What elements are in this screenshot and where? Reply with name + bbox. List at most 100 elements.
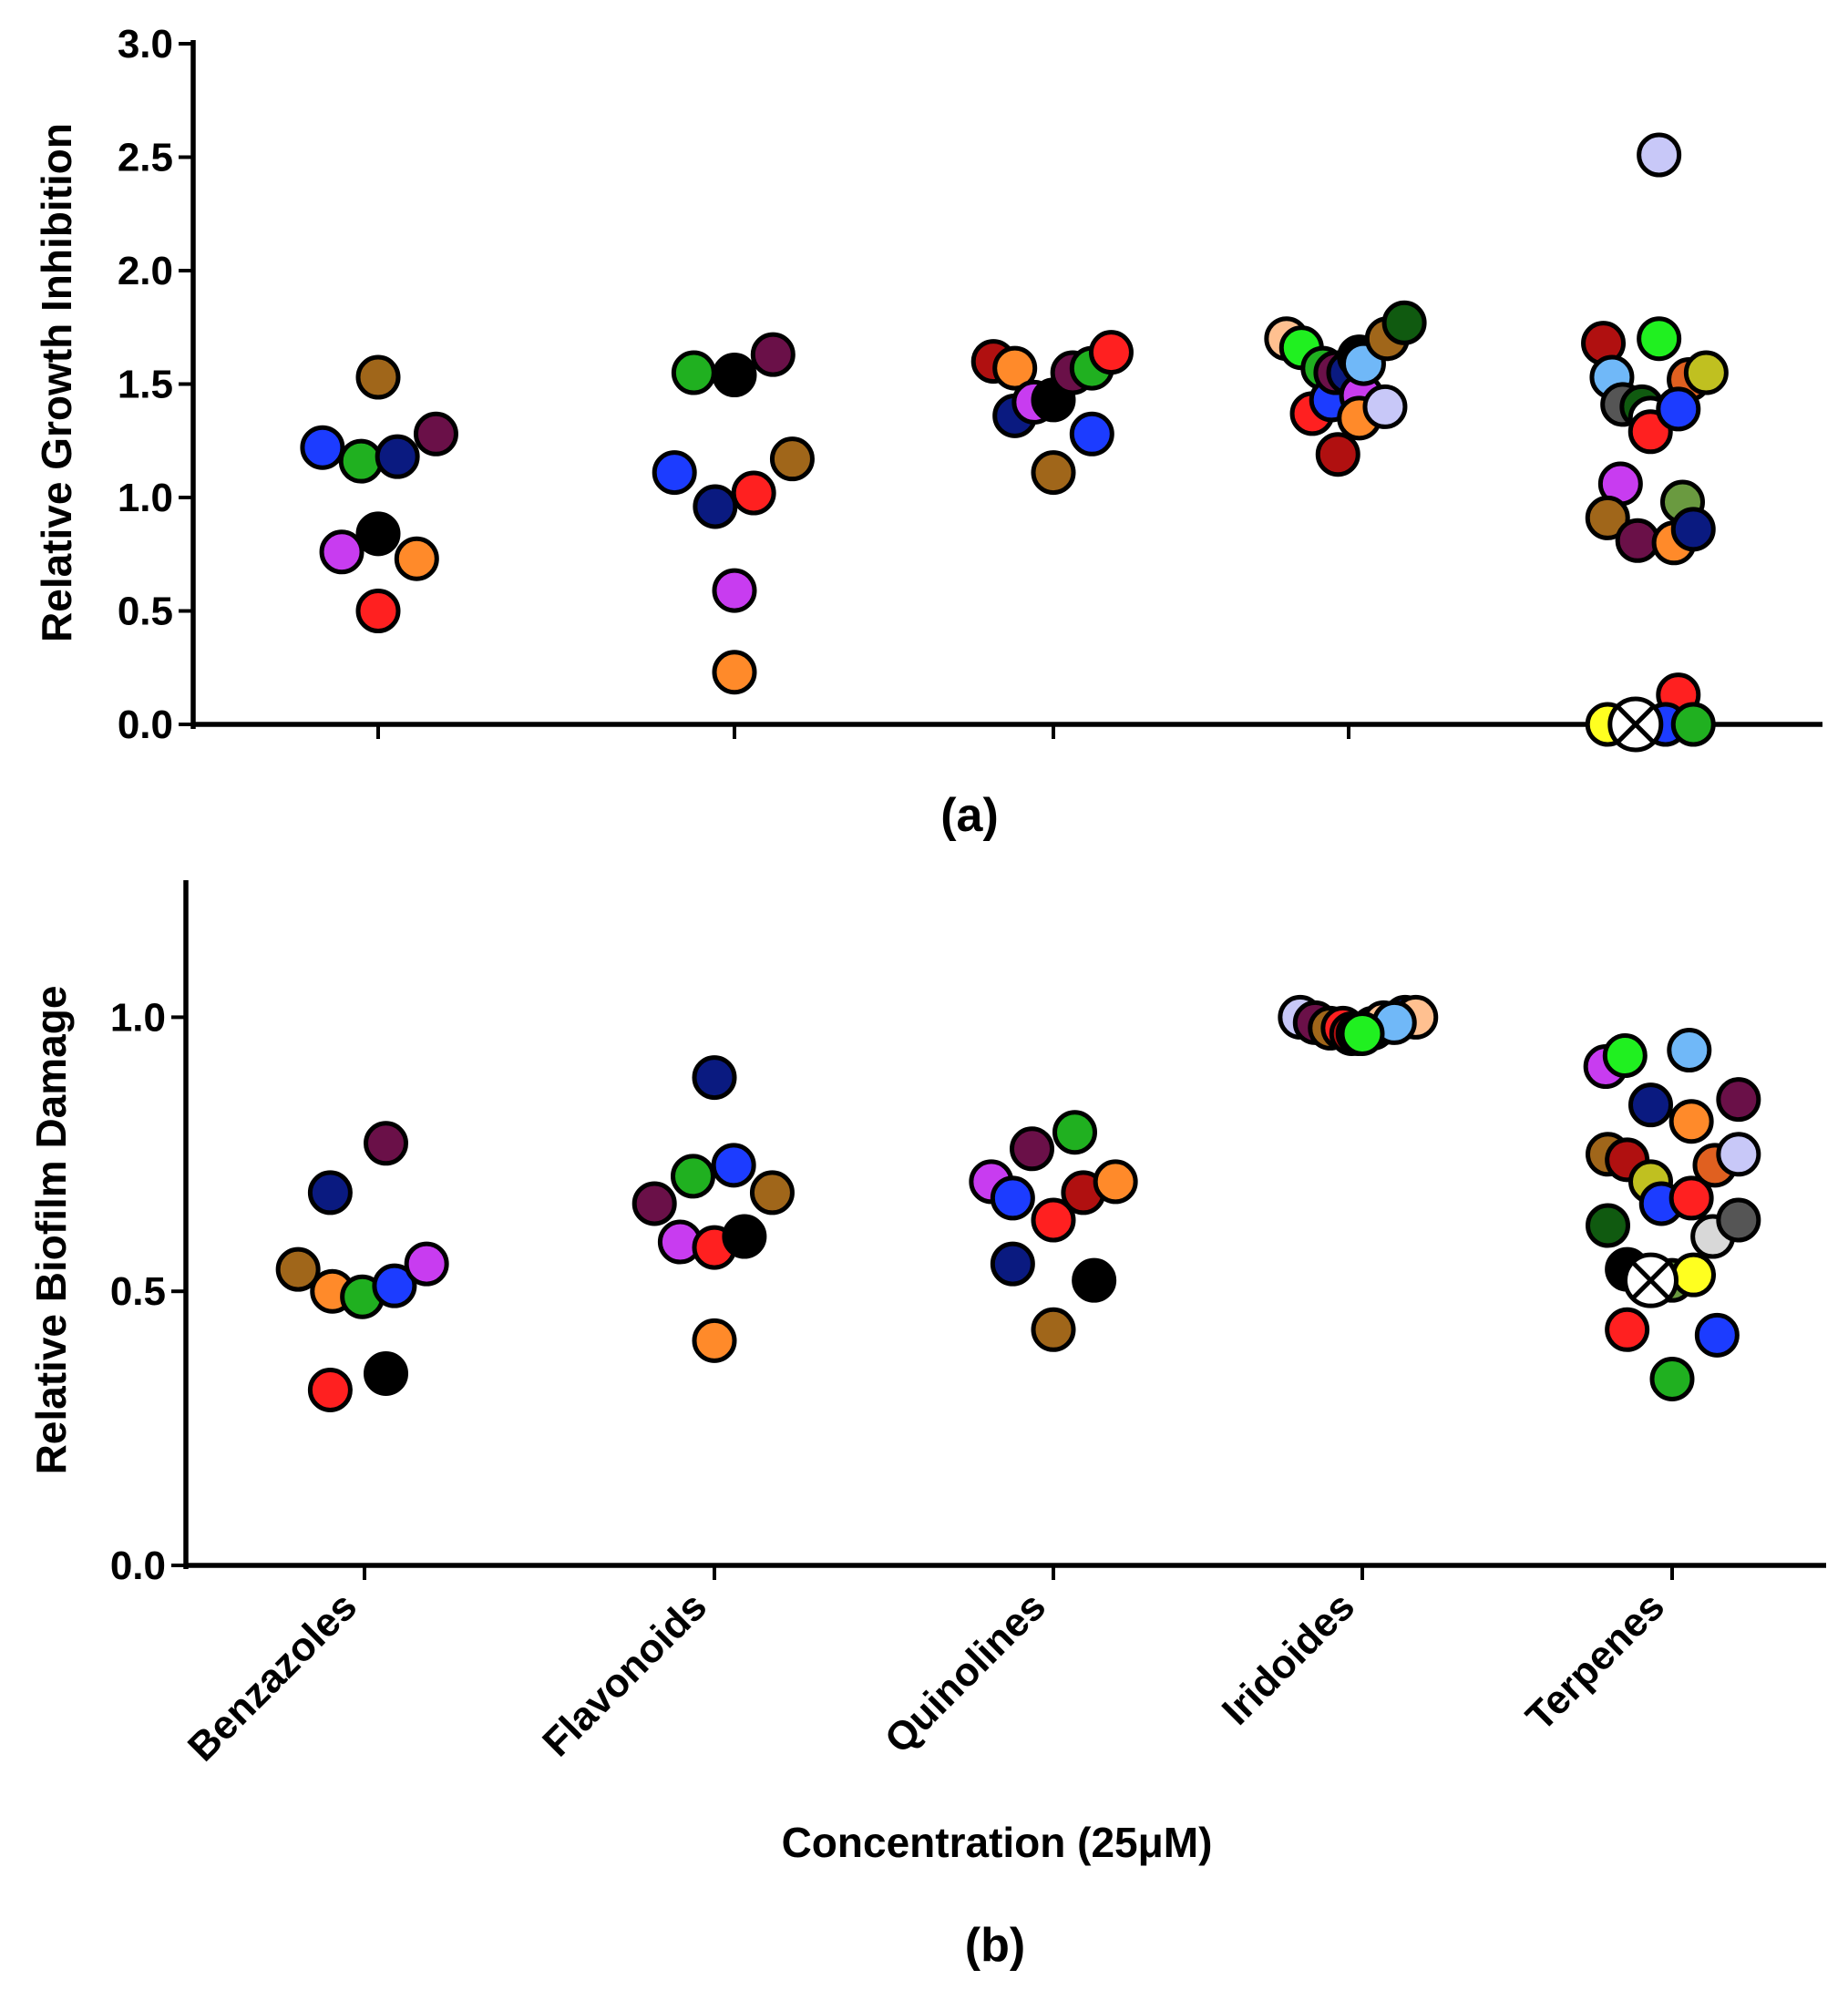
category-label-terpenes: Terpenes (1517, 1584, 1673, 1739)
data-point-benzazoles (375, 434, 420, 479)
data-point-terpenes (1637, 316, 1682, 362)
data-point-flavonoids (671, 350, 716, 395)
data-point-terpenes (1716, 1132, 1761, 1177)
data-point-terpenes (1585, 495, 1630, 540)
data-point-flavonoids (652, 450, 697, 496)
data-point-quinolines (1031, 1307, 1076, 1352)
data-point-benzazoles (394, 536, 439, 581)
data-point-flavonoids (769, 436, 815, 482)
data-point-benzazoles (319, 529, 364, 575)
panel-b-category-labels: Benzazoles Flavonoids Quinolines Iridoides T… (180, 1584, 1673, 1769)
data-point-benzazoles (355, 354, 401, 400)
data-point-flavonoids (711, 1143, 756, 1188)
data-point-benzazoles (355, 589, 401, 633)
data-point-flavonoids (731, 470, 776, 516)
data-point-iridoides (1362, 384, 1408, 429)
panel-a-label: (a) (940, 789, 999, 842)
data-point-benzazoles (364, 1350, 408, 1396)
data-point-quinolines (1031, 1197, 1076, 1243)
data-point-cross-mark (1616, 705, 1655, 744)
data-point-quinolines (1052, 1110, 1097, 1155)
panel-a-y-axis-title: Relative Growth Inhibition (33, 123, 80, 642)
y-tick-label: 1.0 (110, 995, 166, 1040)
category-label-quinolines: Quinolines (877, 1584, 1054, 1761)
data-point-terpenes (1649, 1356, 1695, 1401)
data-point-terpenes (1671, 1252, 1716, 1298)
data-point-benzazoles (338, 438, 384, 484)
category-label-benzazoles: Benzazoles (180, 1584, 365, 1769)
data-point-flavonoids (631, 1181, 677, 1226)
y-tick-label: 1.5 (118, 363, 173, 407)
data-point-terpenes (1670, 702, 1716, 747)
data-point-iridoides (1340, 1010, 1385, 1056)
data-point-terpenes (1716, 1197, 1761, 1243)
data-point-flavonoids (750, 332, 796, 377)
data-point-terpenes (1605, 1307, 1650, 1352)
panel-b-x-ticks (363, 1565, 1674, 1580)
data-point-cross-mark (1631, 1261, 1670, 1299)
data-point-quinolines (1069, 411, 1114, 456)
y-tick-label: 0.0 (110, 1544, 166, 1588)
panel-b-points (275, 994, 1761, 1412)
data-point-terpenes (1602, 1033, 1648, 1079)
data-point-flavonoids (692, 1055, 737, 1101)
data-point-benzazoles (404, 1241, 449, 1287)
panel-b-y-ticks: 0.0 0.5 1.0 (110, 995, 186, 1588)
panel-b-biofilm-damage: 0.0 0.5 1.0 Relative Biofilm Damage Benzaz… (27, 880, 1826, 1972)
data-point-benzazoles (275, 1246, 321, 1292)
data-point-benzazoles (307, 1367, 353, 1412)
data-point-terpenes (1586, 1203, 1630, 1248)
data-point-terpenes (1668, 1175, 1714, 1221)
data-point-terpenes (1667, 1027, 1712, 1072)
y-tick-label: 0.0 (118, 703, 173, 747)
data-point-flavonoids (693, 484, 738, 529)
data-point-terpenes (1716, 1077, 1761, 1123)
y-tick-label: 2.0 (118, 249, 173, 293)
data-point-quinolines (990, 1175, 1035, 1221)
data-point-flavonoids (712, 568, 757, 613)
y-tick-label: 0.5 (110, 1269, 166, 1314)
category-label-flavonoids: Flavonoids (534, 1584, 715, 1765)
panel-b-x-axis-title: Concentration (25μM) (782, 1819, 1213, 1866)
panel-a-growth-inhibition: 0.0 0.5 1.0 1.5 2.0 2.5 3.0 Relative Growth In… (33, 22, 1822, 842)
panel-b-y-axis-title: Relative Biofilm Damage (27, 986, 75, 1475)
y-tick-label: 2.5 (118, 136, 173, 180)
data-point-terpenes (1694, 1312, 1740, 1358)
data-point-quinolines (992, 345, 1038, 391)
data-point-terpenes (1668, 1099, 1714, 1144)
data-point-terpenes (1656, 386, 1701, 432)
data-point-flavonoids (749, 1170, 795, 1216)
data-point-terpenes (1637, 132, 1682, 178)
panel-b-label: (b) (965, 1919, 1025, 1972)
data-point-quinolines (1093, 1159, 1138, 1205)
data-point-terpenes (1683, 350, 1729, 395)
data-point-benzazoles (300, 425, 345, 470)
data-point-benzazoles (364, 1121, 408, 1166)
data-point-quinolines (1031, 450, 1076, 496)
y-tick-label: 0.5 (118, 590, 173, 634)
panel-a-y-ticks: 0.0 0.5 1.0 1.5 2.0 2.5 3.0 (118, 22, 193, 747)
data-point-quinolines (1088, 330, 1134, 375)
y-tick-label: 3.0 (118, 22, 173, 67)
data-point-quinolines (1010, 1126, 1054, 1172)
data-point-flavonoids (692, 1318, 737, 1363)
data-point-terpenes (1615, 518, 1660, 563)
data-point-benzazoles (372, 1263, 417, 1308)
data-point-terpenes (1628, 1082, 1673, 1128)
data-point-terpenes (1670, 507, 1716, 552)
data-point-benzazoles (355, 511, 401, 557)
data-point-benzazoles (413, 411, 458, 456)
data-point-quinolines (990, 1241, 1035, 1287)
y-tick-label: 1.0 (118, 476, 173, 520)
data-point-quinolines (1072, 1257, 1117, 1303)
data-point-flavonoids (722, 1214, 767, 1259)
data-point-flavonoids (671, 1154, 715, 1199)
data-point-benzazoles (307, 1170, 353, 1216)
panel-a-points (300, 132, 1729, 753)
data-point-flavonoids (712, 650, 757, 695)
data-point-flavonoids (712, 353, 757, 398)
data-point-iridoides (1315, 432, 1360, 477)
category-label-iridoides: Iridoides (1214, 1584, 1363, 1733)
data-point-iridoides (1381, 300, 1427, 345)
